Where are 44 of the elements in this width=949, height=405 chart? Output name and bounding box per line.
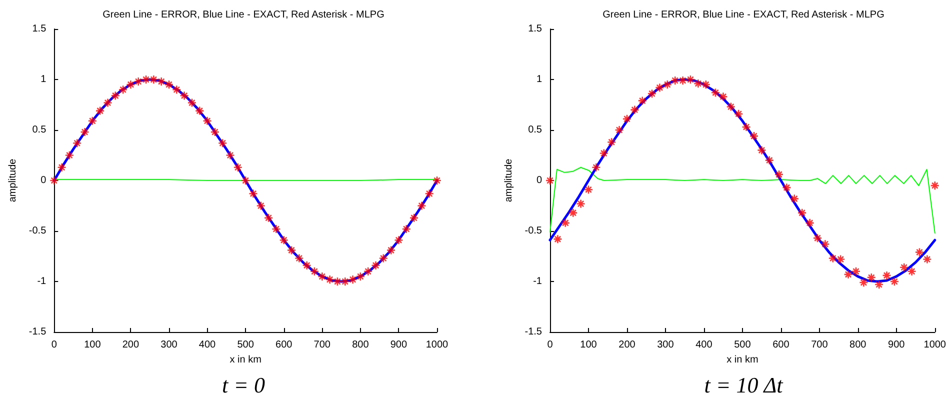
x-tick-label: 400 (198, 340, 216, 350)
y-axis-title: amplitude (8, 158, 18, 202)
y-tick-label: 0.5 (528, 124, 542, 136)
x-tick-label: 500 (237, 340, 254, 350)
y-tick-label: -0.5 (28, 226, 47, 236)
y-tick-label: -1.5 (524, 326, 542, 338)
x-tick-label: 300 (657, 340, 674, 350)
x-tick-label: 800 (352, 340, 370, 350)
y-tick-label: 1 (536, 74, 542, 85)
y-tick-label: -1 (533, 276, 542, 287)
y-tick-label: 1.5 (528, 24, 542, 34)
y-tick-label: -1.5 (28, 326, 47, 338)
y-tick-label: 1.5 (32, 24, 47, 34)
x-tick-label: 300 (160, 340, 178, 350)
x-tick-label: 600 (772, 340, 790, 350)
x-tick-label: 800 (850, 340, 867, 350)
text: t = 0 (222, 372, 265, 398)
y-tick-label: -0.5 (524, 226, 542, 236)
y-tick-label: 1 (40, 74, 47, 85)
text: t = 10 Δt (704, 372, 784, 398)
x-tick-label: 600 (276, 340, 293, 350)
y-axis-title: amplitude (503, 158, 514, 202)
x-tick-label: 1000 (924, 340, 946, 350)
x-tick-label: 400 (696, 340, 713, 350)
x-axis-title: x in km (726, 354, 758, 366)
x-tick-label: 700 (811, 340, 828, 350)
x-tick-label: 200 (122, 340, 140, 350)
chart-title: Green Line - ERROR, Blue Line - EXACT, Red Asterisk - MLPG (602, 10, 885, 20)
y-tick-label: 0.5 (32, 124, 47, 136)
x-tick-label: 200 (618, 340, 636, 350)
x-tick-label: 700 (314, 340, 331, 350)
x-axis-title: x in km (230, 354, 262, 366)
x-tick-label: 500 (734, 340, 752, 350)
chart-title: Green Line - ERROR, Blue Line - EXACT, Red Asterisk - MLPG (102, 10, 385, 20)
x-tick-label: 100 (580, 340, 598, 350)
x-tick-label: 0 (547, 340, 554, 350)
y-tick-label: 0 (40, 175, 47, 186)
y-tick-label: 0 (536, 175, 542, 186)
y-tick-label: -1 (37, 276, 47, 287)
x-tick-label: 900 (390, 340, 408, 350)
x-tick-label: 1000 (426, 340, 449, 350)
x-tick-label: 900 (888, 340, 906, 350)
x-tick-label: 0 (51, 340, 58, 350)
x-tick-label: 100 (84, 340, 102, 350)
